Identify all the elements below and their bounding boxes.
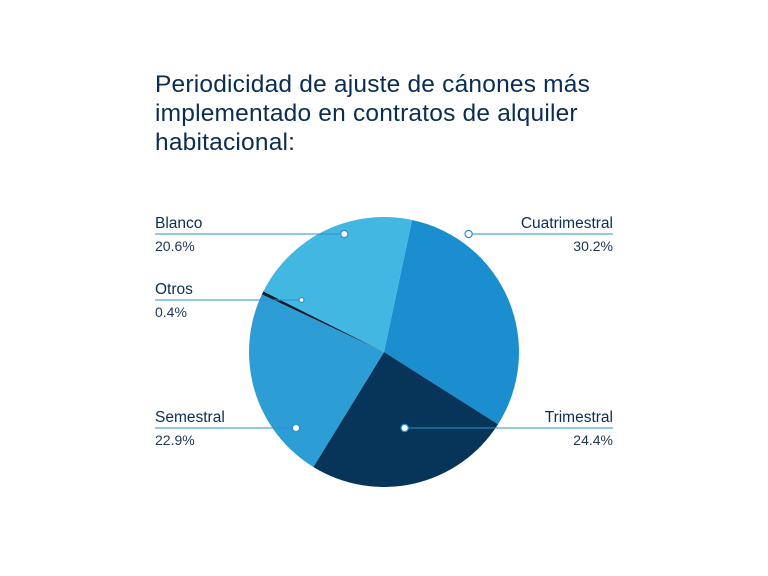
slice-value-semestral: 22.9% <box>155 432 195 448</box>
pie-slice-trimestral <box>313 352 499 488</box>
slice-value-trimestral: 24.4% <box>573 432 613 448</box>
pie-slices <box>249 217 520 488</box>
leader-marker-semestral <box>291 423 301 433</box>
leader-marker-blanco <box>340 229 349 239</box>
leader-marker-trimestral <box>400 423 409 433</box>
leader-marker-cuatrimestral <box>464 229 473 239</box>
slice-label-semestral: Semestral <box>155 409 225 426</box>
pie-slice-cuatrimestral <box>384 219 520 425</box>
slice-label-otros: Otros <box>155 281 193 298</box>
pie-slice-semestral <box>249 294 384 468</box>
pie-slice-otros <box>261 291 384 352</box>
slice-label-cuatrimestral: Cuatrimestral <box>521 215 613 232</box>
chart-title: Periodicidad de ajuste de cánones más im… <box>155 71 591 156</box>
pie-slice-blanco <box>263 217 413 352</box>
slice-value-otros: 0.4% <box>155 304 187 320</box>
slice-label-trimestral: Trimestral <box>545 409 613 426</box>
label-leaders <box>155 229 613 433</box>
slice-labels: Cuatrimestral 30.2% Trimestral 24.4% Semestr… <box>155 215 613 448</box>
slice-label-blanco: Blanco <box>155 215 202 232</box>
slice-value-cuatrimestral: 30.2% <box>573 238 613 254</box>
leader-marker-otros <box>298 296 305 304</box>
slice-value-blanco: 20.6% <box>155 238 195 254</box>
